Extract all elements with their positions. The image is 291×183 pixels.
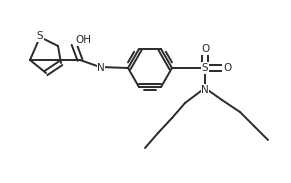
Text: N: N: [201, 85, 209, 95]
Text: O: O: [223, 63, 231, 73]
Text: S: S: [37, 31, 43, 41]
Text: S: S: [202, 63, 208, 73]
Text: OH: OH: [75, 35, 91, 45]
Text: N: N: [97, 63, 105, 73]
Text: O: O: [201, 44, 209, 54]
